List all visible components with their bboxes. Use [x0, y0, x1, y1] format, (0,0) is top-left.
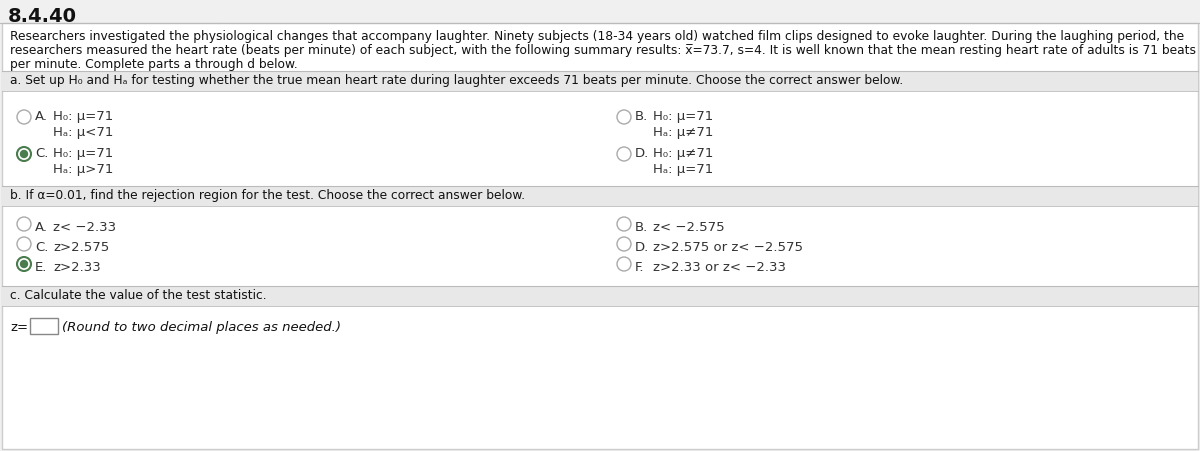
Circle shape: [20, 261, 28, 268]
Bar: [2, 72, 1198, 92]
Bar: [30, 318, 58, 334]
Text: Hₐ: μ≠71: Hₐ: μ≠71: [653, 126, 713, 139]
Text: C.: C.: [35, 147, 48, 160]
Text: z=: z=: [10, 320, 28, 333]
Text: c. Calculate the value of the test statistic.: c. Calculate the value of the test stati…: [10, 288, 266, 301]
Text: z>2.33 or z< −2.33: z>2.33 or z< −2.33: [653, 260, 786, 273]
Text: H₀: μ=71: H₀: μ=71: [53, 147, 113, 160]
Text: per minute. Complete parts a through d below.: per minute. Complete parts a through d b…: [10, 58, 298, 71]
Text: H₀: μ≠71: H₀: μ≠71: [653, 147, 713, 160]
Text: z>2.575: z>2.575: [53, 240, 109, 253]
Bar: [2, 187, 1198, 207]
Text: F.: F.: [635, 260, 644, 273]
Text: Researchers investigated the physiological changes that accompany laughter. Nine: Researchers investigated the physiologic…: [10, 30, 1184, 43]
Text: b. If α=0.01, find the rejection region for the test. Choose the correct answer : b. If α=0.01, find the rejection region …: [10, 189, 526, 202]
Text: Hₐ: μ>71: Hₐ: μ>71: [53, 163, 113, 175]
Text: Hₐ: μ=71: Hₐ: μ=71: [653, 163, 713, 175]
Text: A.: A.: [35, 110, 48, 123]
Text: D.: D.: [635, 240, 649, 253]
Text: z>2.575 or z< −2.575: z>2.575 or z< −2.575: [653, 240, 803, 253]
Text: E.: E.: [35, 260, 47, 273]
Text: Hₐ: μ<71: Hₐ: μ<71: [53, 126, 113, 139]
Text: A.: A.: [35, 221, 48, 234]
Text: C.: C.: [35, 240, 48, 253]
Text: z< −2.575: z< −2.575: [653, 221, 725, 234]
Bar: [2, 286, 1198, 306]
Text: B.: B.: [635, 221, 648, 234]
Text: z< −2.33: z< −2.33: [53, 221, 116, 234]
Text: 8.4.40: 8.4.40: [8, 7, 77, 26]
Text: H₀: μ=71: H₀: μ=71: [653, 110, 713, 123]
Circle shape: [20, 151, 28, 158]
Text: researchers measured the heart rate (beats per minute) of each subject, with the: researchers measured the heart rate (bea…: [10, 44, 1196, 57]
Text: H₀: μ=71: H₀: μ=71: [53, 110, 113, 123]
Text: (Round to two decimal places as needed.): (Round to two decimal places as needed.): [62, 320, 341, 333]
Text: a. Set up H₀ and Hₐ for testing whether the true mean heart rate during laughter: a. Set up H₀ and Hₐ for testing whether …: [10, 74, 904, 87]
Text: z>2.33: z>2.33: [53, 260, 101, 273]
Text: D.: D.: [635, 147, 649, 160]
Text: B.: B.: [635, 110, 648, 123]
